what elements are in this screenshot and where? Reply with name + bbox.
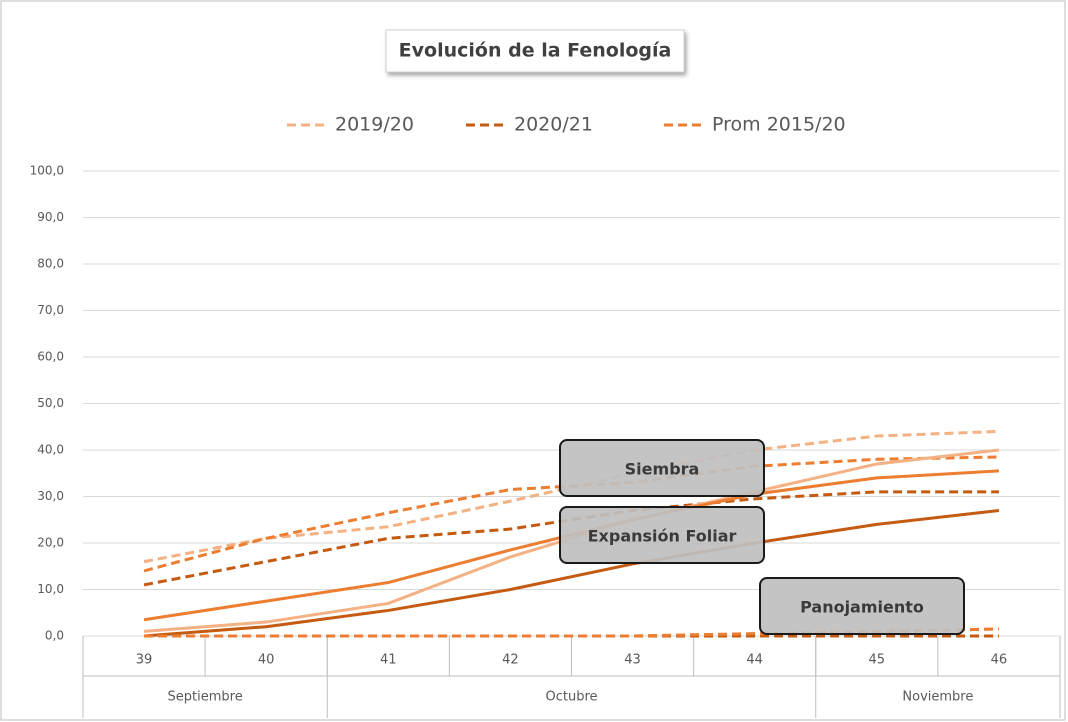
y-tick-label: 90,0: [37, 210, 64, 224]
x-tick-label: 45: [869, 653, 886, 668]
month-label: Octubre: [545, 690, 597, 705]
legend-label: 2019/20: [335, 114, 414, 136]
chart-title: Evolución de la Fenología: [399, 40, 672, 62]
month-label: Noviembre: [902, 690, 973, 705]
annotation-label: Siembra: [625, 460, 700, 479]
annotation-box: [759, 577, 965, 635]
y-tick-label: 100,0: [30, 164, 64, 178]
x-tick-label: 44: [746, 653, 763, 668]
legend-label: Prom 2015/20: [712, 114, 846, 136]
annotation-box: [559, 439, 765, 497]
month-label: Septiembre: [168, 690, 243, 705]
annotation-label: Panojamiento: [800, 598, 924, 617]
y-tick-label: 0,0: [45, 629, 64, 643]
legend-label: 2020/21: [514, 114, 593, 136]
y-tick-label: 30,0: [37, 489, 64, 503]
y-tick-label: 50,0: [37, 396, 64, 410]
y-tick-label: 70,0: [37, 303, 64, 317]
x-tick-label: 39: [136, 653, 153, 668]
series-line: [143, 508, 1000, 638]
annotation-box: [559, 506, 765, 564]
x-tick-label: 43: [624, 653, 641, 668]
x-tick-label: 40: [258, 653, 275, 668]
y-tick-label: 20,0: [37, 536, 64, 550]
x-tick-label: 42: [502, 653, 519, 668]
series-line: [143, 490, 999, 587]
y-tick-label: 60,0: [37, 350, 64, 364]
x-tick-label: 41: [380, 653, 397, 668]
series-line: [144, 627, 999, 638]
y-tick-label: 40,0: [37, 443, 64, 457]
title-box: [385, 29, 685, 73]
y-tick-label: 10,0: [37, 582, 64, 596]
x-tick-label: 46: [991, 653, 1008, 668]
annotation-label: Expansión Foliar: [588, 527, 737, 546]
y-tick-label: 80,0: [37, 257, 64, 271]
